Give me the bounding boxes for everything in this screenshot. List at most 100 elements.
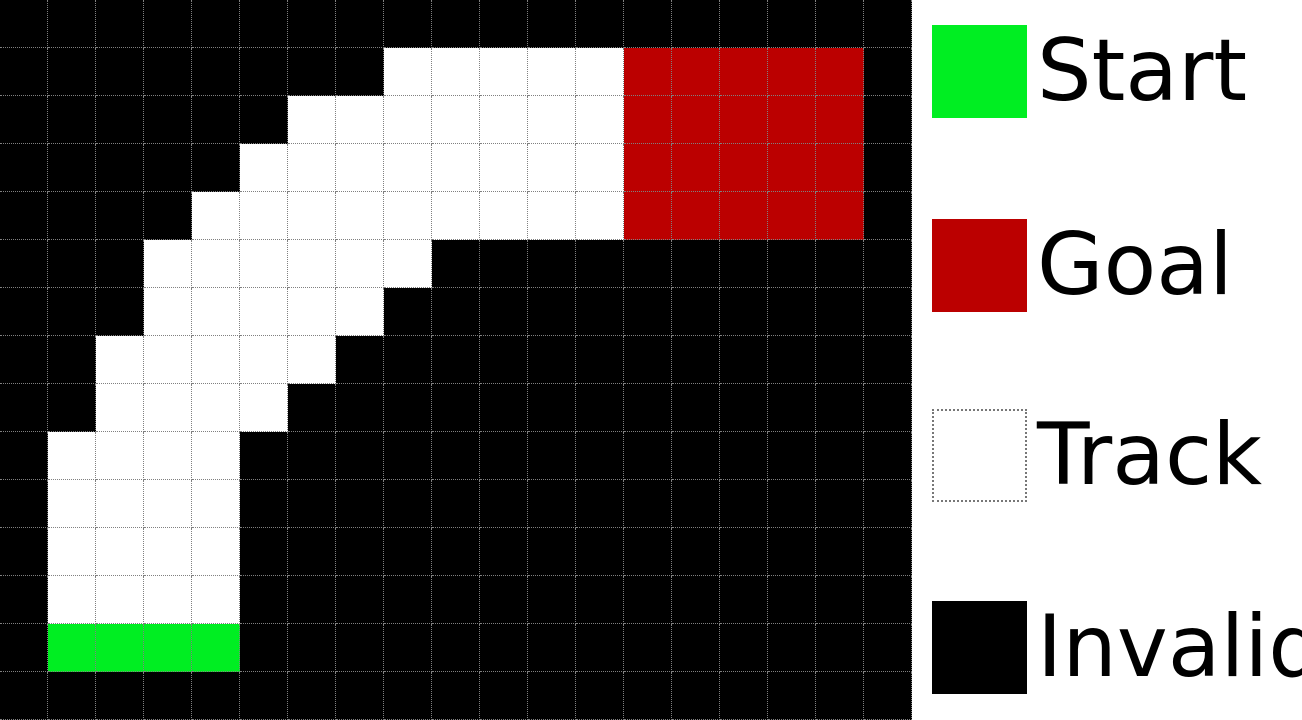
grid-cell-goal: [624, 192, 672, 240]
grid-cell-invalid: [0, 384, 48, 432]
grid-cell-invalid: [288, 480, 336, 528]
grid-cell-invalid: [240, 432, 288, 480]
grid-cell-invalid: [432, 240, 480, 288]
legend-label-goal: Goal: [1037, 214, 1233, 315]
grid-cell-invalid: [288, 576, 336, 624]
grid-cell-track: [288, 144, 336, 192]
grid-cell-invalid: [240, 96, 288, 144]
grid-cell-goal: [720, 48, 768, 96]
grid-cell-invalid: [96, 240, 144, 288]
grid-cell-invalid: [336, 336, 384, 384]
grid-cell-goal: [624, 144, 672, 192]
grid-cell-invalid: [192, 0, 240, 48]
grid-cell-invalid: [336, 384, 384, 432]
legend-entry-invalid: Invalid: [932, 601, 1302, 694]
grid-cell-track: [48, 576, 96, 624]
grid-cell-invalid: [240, 48, 288, 96]
grid-cell-invalid: [96, 672, 144, 720]
grid-cell-invalid: [480, 240, 528, 288]
grid-cell-invalid: [864, 624, 912, 672]
grid-cell-goal: [720, 96, 768, 144]
grid-cell-invalid: [768, 384, 816, 432]
grid-cell-invalid: [864, 336, 912, 384]
grid-cell-invalid: [480, 528, 528, 576]
track-grid: [0, 0, 912, 720]
grid-cell-track: [144, 288, 192, 336]
grid-cell-invalid: [432, 576, 480, 624]
grid-cell-invalid: [288, 432, 336, 480]
grid-cell-invalid: [384, 336, 432, 384]
grid-cell-invalid: [480, 480, 528, 528]
grid-cell-track: [144, 528, 192, 576]
grid-cell-invalid: [384, 384, 432, 432]
grid-cell-goal: [672, 144, 720, 192]
grid-cell-track: [384, 144, 432, 192]
legend-swatch-start-icon: [932, 25, 1027, 118]
grid-cell-invalid: [624, 480, 672, 528]
grid-cell-track: [96, 576, 144, 624]
grid-cell-invalid: [288, 384, 336, 432]
grid-cell-invalid: [144, 96, 192, 144]
grid-cell-track: [480, 48, 528, 96]
grid-cell-goal: [720, 192, 768, 240]
grid-cell-invalid: [624, 672, 672, 720]
grid-cell-invalid: [288, 624, 336, 672]
grid-cell-invalid: [768, 240, 816, 288]
grid-cell-invalid: [672, 480, 720, 528]
grid-cell-invalid: [672, 240, 720, 288]
grid-cell-invalid: [144, 672, 192, 720]
grid-cell-invalid: [576, 336, 624, 384]
legend-label-start: Start: [1037, 20, 1248, 121]
grid-cell-invalid: [720, 576, 768, 624]
legend-swatch-goal-icon: [932, 219, 1027, 312]
grid-cell-track: [96, 384, 144, 432]
grid-cell-invalid: [720, 0, 768, 48]
grid-cell-invalid: [768, 336, 816, 384]
grid-cell-track: [240, 192, 288, 240]
grid-cell-invalid: [288, 48, 336, 96]
grid-cell-invalid: [0, 240, 48, 288]
grid-cell-track: [96, 528, 144, 576]
grid-cell-invalid: [768, 528, 816, 576]
grid-cell-track: [288, 96, 336, 144]
grid-cell-invalid: [576, 240, 624, 288]
grid-cell-invalid: [672, 528, 720, 576]
grid-cell-goal: [672, 48, 720, 96]
grid-cell-track: [288, 336, 336, 384]
grid-cell-track: [336, 288, 384, 336]
grid-cell-invalid: [432, 672, 480, 720]
grid-cell-invalid: [816, 384, 864, 432]
grid-cell-track: [192, 432, 240, 480]
grid-cell-invalid: [864, 144, 912, 192]
grid-cell-invalid: [576, 672, 624, 720]
legend-label-track: Track: [1037, 404, 1263, 505]
grid-cell-track: [528, 192, 576, 240]
grid-cell-invalid: [48, 672, 96, 720]
grid-cell-track: [144, 240, 192, 288]
grid-cell-invalid: [528, 672, 576, 720]
grid-cell-track: [432, 96, 480, 144]
grid-cell-invalid: [720, 288, 768, 336]
grid-cell-goal: [720, 144, 768, 192]
grid-cell-track: [240, 240, 288, 288]
grid-cell-invalid: [240, 0, 288, 48]
grid-cell-invalid: [624, 576, 672, 624]
grid-cell-invalid: [624, 384, 672, 432]
grid-cell-invalid: [816, 528, 864, 576]
grid-cell-invalid: [480, 384, 528, 432]
grid-cell-track: [480, 96, 528, 144]
grid-cell-invalid: [240, 576, 288, 624]
grid-cell-invalid: [0, 528, 48, 576]
grid-cell-invalid: [240, 624, 288, 672]
grid-cell-invalid: [432, 288, 480, 336]
grid-cell-track: [576, 144, 624, 192]
grid-cell-invalid: [864, 528, 912, 576]
legend-panel: Start Goal Track Invalid: [912, 0, 1302, 720]
grid-cell-invalid: [96, 48, 144, 96]
grid-cell-invalid: [864, 0, 912, 48]
grid-cell-invalid: [192, 96, 240, 144]
grid-cell-track: [432, 48, 480, 96]
grid-cell-invalid: [240, 480, 288, 528]
grid-cell-goal: [816, 96, 864, 144]
